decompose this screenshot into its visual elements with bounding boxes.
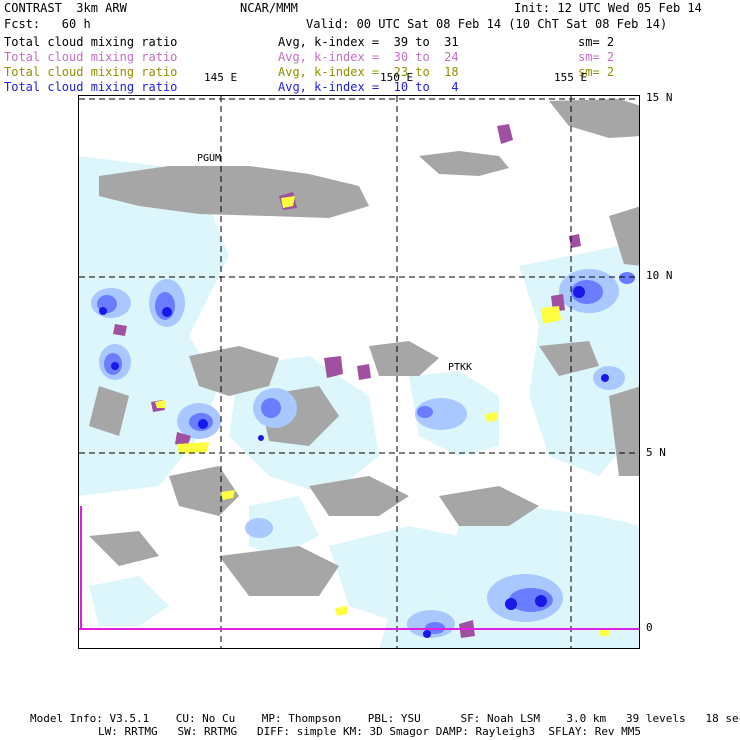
init-time: Init: 12 UTC Wed 05 Feb 14	[514, 1, 702, 15]
lat-label-0: 0	[646, 621, 653, 634]
cloud-field-map	[79, 96, 639, 648]
model-info-line-1: Model Info: V3.5.1 CU: No Cu MP: Thompso…	[30, 712, 740, 725]
model-title: CONTRAST 3km ARW	[4, 1, 127, 15]
field-range-4: Avg, k-index = 10 to 4	[278, 80, 459, 94]
field-range-1: Avg, k-index = 39 to 31	[278, 35, 459, 49]
gray-cloud-layer	[89, 99, 639, 596]
field-range-3: Avg, k-index = 23 to 18	[278, 65, 459, 79]
lat-label-15n: 15 N	[646, 91, 673, 104]
map-panel: PGUM PTKK	[78, 95, 640, 649]
lon-label-145e: 145 E	[204, 71, 238, 84]
lat-lon-grid	[79, 96, 639, 648]
field-sm-3: sm= 2	[578, 65, 615, 79]
field-name-1: Total cloud mixing ratio	[4, 35, 178, 49]
lon-label-150e: 150 E	[380, 71, 414, 84]
station-ptkk: PTKK	[448, 362, 473, 373]
lat-label-5n: 5 N	[646, 446, 666, 459]
field-name-2: Total cloud mixing ratio	[4, 50, 178, 64]
organization-label: NCAR/MMM	[240, 1, 298, 15]
valid-time: Valid: 00 UTC Sat 08 Feb 14 (10 ChT Sat …	[306, 17, 668, 31]
field-name-4: Total cloud mixing ratio	[4, 80, 178, 94]
station-pgum: PGUM	[197, 153, 222, 164]
lat-label-10n: 10 N	[646, 269, 673, 282]
lon-label-155e: 155 E	[554, 71, 588, 84]
field-sm-2: sm= 2	[578, 50, 615, 64]
field-name-3: Total cloud mixing ratio	[4, 65, 178, 79]
deep-blue-cloud-layer	[99, 286, 609, 638]
model-info-line-2: LW: RRTMG SW: RRTMG DIFF: simple KM: 3D …	[98, 725, 642, 738]
forecast-hour: Fcst: 60 h	[4, 17, 91, 31]
field-range-2: Avg, k-index = 30 to 24	[278, 50, 459, 64]
field-sm-1: sm= 2	[578, 35, 615, 49]
